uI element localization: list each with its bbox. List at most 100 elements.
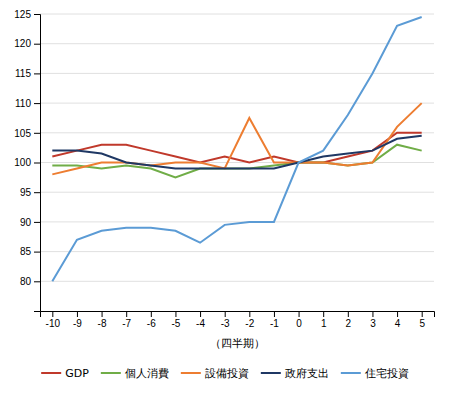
grid-line xyxy=(40,132,434,133)
series-line xyxy=(52,136,421,169)
x-tick-mark xyxy=(323,311,324,317)
x-tick-label: 5 xyxy=(419,318,425,329)
y-axis-line xyxy=(34,15,41,312)
grid-line xyxy=(40,73,434,74)
y-tick-label: 100 xyxy=(14,157,31,168)
x-tick: -9 xyxy=(73,311,82,329)
y-tick-mark xyxy=(34,44,40,45)
y-tick-label: 80 xyxy=(20,276,32,287)
x-tick-mark xyxy=(102,311,103,317)
x-tick-label: -1 xyxy=(270,318,279,329)
series-line xyxy=(52,103,421,174)
plot: 80859095100105110115120125-10-9-8-7-6-5-… xyxy=(14,9,434,350)
x-tick-label: -4 xyxy=(196,318,205,329)
x-tick-mark xyxy=(225,311,226,317)
x-tick-mark xyxy=(372,311,373,317)
x-tick: 2 xyxy=(346,311,352,329)
x-tick: 3 xyxy=(370,311,376,329)
x-tick: -7 xyxy=(122,311,131,329)
x-tick: -2 xyxy=(245,311,254,329)
x-axis-line xyxy=(41,312,435,318)
y-tick-label: 95 xyxy=(20,187,32,198)
legend-swatch xyxy=(101,372,121,374)
y-tick: 105 xyxy=(14,128,40,139)
legend-item: 設備投資 xyxy=(181,367,249,380)
x-tick-label: -6 xyxy=(147,318,156,329)
x-tick: 4 xyxy=(395,311,401,329)
grid-line xyxy=(40,43,434,44)
x-tick: -6 xyxy=(147,311,156,329)
legend-item: 住宅投資 xyxy=(341,367,409,380)
series-line xyxy=(52,17,421,281)
legend: GDP 個人消費 設備投資 政府支出 住宅投資 xyxy=(41,367,409,380)
lines xyxy=(52,17,421,281)
grid-line xyxy=(40,221,434,222)
x-tick-label: 4 xyxy=(395,318,401,329)
x-tick-label: -9 xyxy=(73,318,82,329)
x-axis: -10-9-8-7-6-5-4-3-2-1012345 xyxy=(41,311,435,329)
x-tick-label: -5 xyxy=(171,318,180,329)
x-tick-mark xyxy=(151,311,152,317)
grid-line xyxy=(40,103,434,104)
legend-label: GDP xyxy=(65,367,89,380)
x-tick-mark xyxy=(397,311,398,317)
y-tick: 120 xyxy=(14,38,40,49)
y-tick-mark xyxy=(34,252,40,253)
x-tick-mark xyxy=(348,311,349,317)
legend-label: 政府支出 xyxy=(285,367,329,380)
legend-item: 個人消費 xyxy=(101,367,169,380)
x-tick-mark xyxy=(274,311,275,317)
x-tick: 5 xyxy=(419,311,425,329)
x-tick-label: -8 xyxy=(98,318,107,329)
legend-label: 個人消費 xyxy=(125,367,169,380)
legend-swatch xyxy=(181,372,201,374)
legend-swatch xyxy=(41,372,61,374)
y-tick-label: 125 xyxy=(14,9,31,20)
grid-line xyxy=(40,281,434,282)
y-tick: 115 xyxy=(15,68,40,79)
x-tick: -8 xyxy=(98,311,107,329)
y-tick: 100 xyxy=(14,157,40,168)
x-tick-label: -10 xyxy=(46,318,61,329)
y-tick-mark xyxy=(34,14,40,15)
y-tick-mark xyxy=(34,192,40,193)
x-tick-mark xyxy=(200,311,201,317)
legend-item: 政府支出 xyxy=(261,367,329,380)
x-tick-label: 1 xyxy=(321,318,327,329)
grid-line xyxy=(40,192,434,193)
y-tick-label: 115 xyxy=(15,68,31,79)
y-tick-mark xyxy=(34,281,40,282)
x-tick: -1 xyxy=(270,311,279,329)
y-tick: 85 xyxy=(20,246,40,257)
y-tick: 90 xyxy=(20,217,40,228)
y-tick: 95 xyxy=(20,187,40,198)
y-tick: 125 xyxy=(14,9,40,20)
x-tick: -5 xyxy=(171,311,180,329)
legend-label: 住宅投資 xyxy=(365,367,409,380)
x-tick-mark xyxy=(126,311,127,317)
x-tick: 1 xyxy=(321,311,327,329)
y-tick-mark xyxy=(34,163,40,164)
y-tick-label: 110 xyxy=(15,98,31,109)
x-tick: -3 xyxy=(221,311,230,329)
y-tick-label: 90 xyxy=(20,217,32,228)
x-tick-mark xyxy=(175,311,176,317)
x-tick: 0 xyxy=(296,311,302,329)
x-tick-mark xyxy=(249,311,250,317)
y-tick-mark xyxy=(34,222,40,223)
series-line xyxy=(52,133,421,163)
series-line xyxy=(52,145,421,178)
x-tick-label: -7 xyxy=(122,318,131,329)
y-tick-label: 120 xyxy=(14,38,31,49)
y-tick-mark xyxy=(34,133,40,134)
x-tick-label: 2 xyxy=(346,318,352,329)
legend-swatch xyxy=(261,372,281,374)
x-tick-label: 0 xyxy=(296,318,302,329)
legend-item: GDP xyxy=(41,367,89,380)
y-tick-mark xyxy=(34,73,40,74)
legend-label: 設備投資 xyxy=(205,367,249,380)
x-tick: -10 xyxy=(46,311,61,329)
y-tick-label: 105 xyxy=(14,128,31,139)
x-tick: -4 xyxy=(196,311,205,329)
x-tick-label: -3 xyxy=(221,318,230,329)
